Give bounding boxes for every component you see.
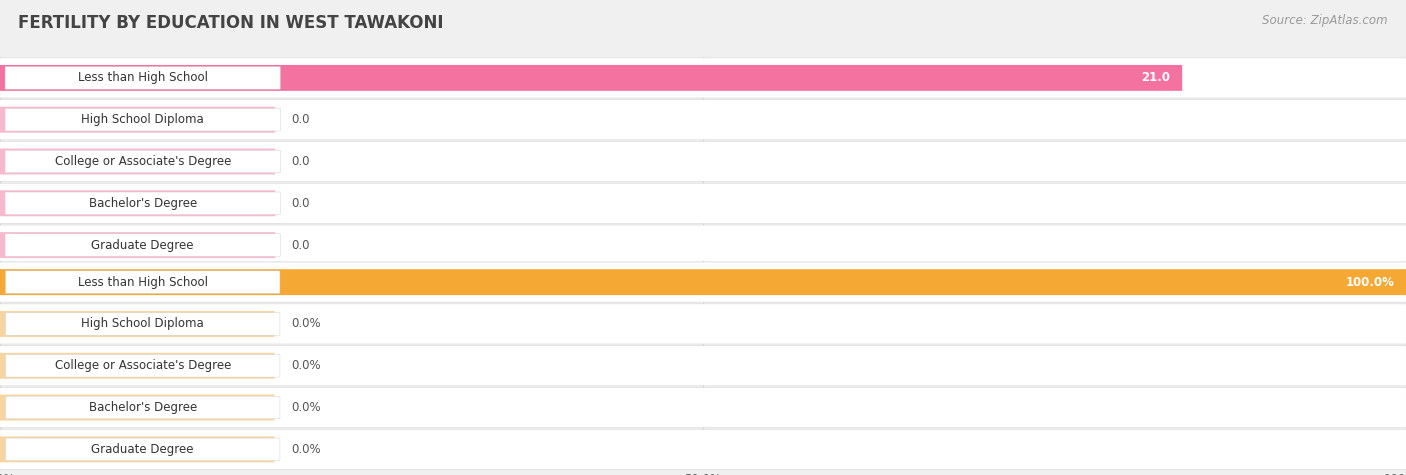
FancyBboxPatch shape [6, 66, 280, 89]
FancyBboxPatch shape [6, 354, 280, 377]
FancyBboxPatch shape [0, 225, 1406, 265]
Text: High School Diploma: High School Diploma [82, 113, 204, 126]
Text: Graduate Degree: Graduate Degree [91, 238, 194, 252]
Text: 0.0: 0.0 [291, 238, 309, 252]
Text: 0.0%: 0.0% [291, 359, 321, 372]
FancyBboxPatch shape [0, 190, 276, 216]
Text: 0.0: 0.0 [291, 197, 309, 210]
Text: College or Associate's Degree: College or Associate's Degree [55, 359, 231, 372]
FancyBboxPatch shape [0, 395, 274, 420]
FancyBboxPatch shape [0, 107, 276, 133]
FancyBboxPatch shape [0, 304, 1406, 344]
FancyBboxPatch shape [6, 271, 280, 294]
Text: Less than High School: Less than High School [77, 276, 208, 289]
Text: 0.0: 0.0 [291, 113, 309, 126]
FancyBboxPatch shape [0, 388, 1406, 428]
FancyBboxPatch shape [6, 192, 280, 215]
Text: High School Diploma: High School Diploma [82, 317, 204, 331]
FancyBboxPatch shape [6, 150, 280, 173]
FancyBboxPatch shape [0, 437, 274, 462]
FancyBboxPatch shape [0, 58, 1406, 98]
FancyBboxPatch shape [0, 149, 276, 174]
Text: 0.0%: 0.0% [291, 401, 321, 414]
FancyBboxPatch shape [0, 353, 274, 379]
FancyBboxPatch shape [0, 232, 276, 258]
FancyBboxPatch shape [0, 142, 1406, 181]
FancyBboxPatch shape [0, 429, 1406, 469]
FancyBboxPatch shape [6, 108, 280, 131]
FancyBboxPatch shape [6, 396, 280, 419]
Text: Graduate Degree: Graduate Degree [91, 443, 194, 456]
FancyBboxPatch shape [0, 269, 1406, 295]
Text: 0.0: 0.0 [291, 155, 309, 168]
Text: Bachelor's Degree: Bachelor's Degree [89, 197, 197, 210]
Text: Bachelor's Degree: Bachelor's Degree [89, 401, 197, 414]
Text: Less than High School: Less than High School [77, 71, 208, 85]
FancyBboxPatch shape [6, 438, 280, 461]
Text: Source: ZipAtlas.com: Source: ZipAtlas.com [1263, 14, 1388, 27]
Text: 21.0: 21.0 [1140, 71, 1170, 85]
FancyBboxPatch shape [0, 100, 1406, 140]
Text: 0.0%: 0.0% [291, 317, 321, 331]
FancyBboxPatch shape [0, 65, 1182, 91]
FancyBboxPatch shape [0, 183, 1406, 223]
FancyBboxPatch shape [6, 313, 280, 335]
FancyBboxPatch shape [0, 346, 1406, 386]
Text: FERTILITY BY EDUCATION IN WEST TAWAKONI: FERTILITY BY EDUCATION IN WEST TAWAKONI [18, 14, 444, 32]
FancyBboxPatch shape [0, 311, 274, 337]
FancyBboxPatch shape [6, 234, 280, 256]
Text: College or Associate's Degree: College or Associate's Degree [55, 155, 231, 168]
FancyBboxPatch shape [0, 262, 1406, 302]
Text: 0.0%: 0.0% [291, 443, 321, 456]
Text: 100.0%: 100.0% [1346, 276, 1395, 289]
